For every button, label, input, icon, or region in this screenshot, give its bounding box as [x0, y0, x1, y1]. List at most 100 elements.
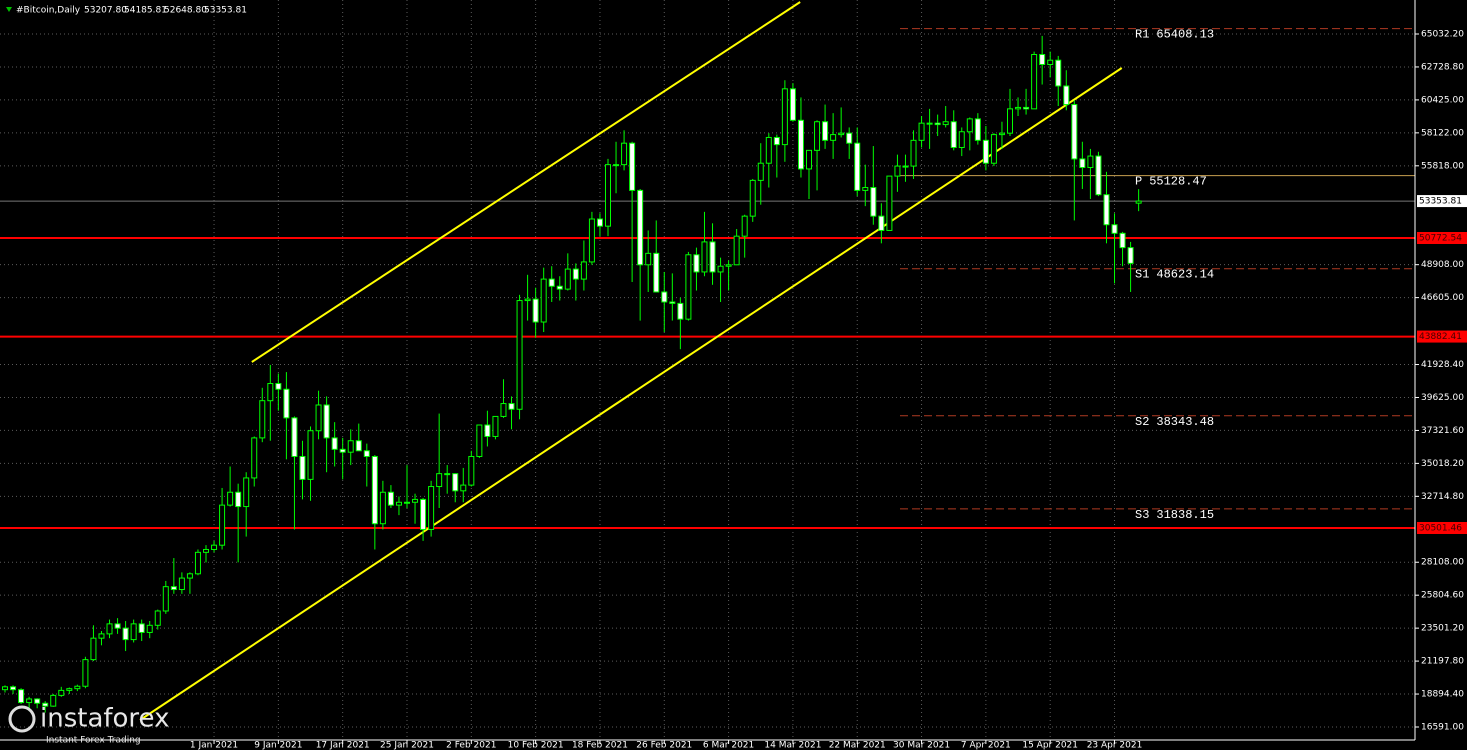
x-tick-label: 2 Feb 2021: [446, 741, 496, 750]
candle-body: [669, 301, 676, 304]
candle-body: [98, 633, 105, 639]
candle-body: [677, 302, 684, 320]
y-tick-label: 55818.00: [1421, 161, 1464, 171]
candle-body: [299, 455, 306, 480]
y-tick-label: 32714.80: [1421, 492, 1464, 502]
candle-body: [106, 623, 113, 635]
candle-body: [138, 623, 145, 633]
y-tick-label: 46605.00: [1421, 293, 1464, 303]
candle-body: [902, 165, 909, 168]
y-tick-label: 58122.00: [1421, 128, 1464, 138]
current-price-tag: [1417, 195, 1467, 208]
candle-body: [219, 504, 226, 546]
level-label: 50772.54: [1419, 233, 1462, 243]
candle-body: [18, 689, 25, 704]
pivot-label: P 55128.47: [1135, 175, 1207, 189]
y-tick-label: 18894.40: [1421, 690, 1464, 700]
candle-body: [90, 637, 97, 661]
candle-body: [476, 424, 483, 457]
candle-body: [251, 437, 258, 479]
pivot-value: 48623.14: [1156, 268, 1214, 282]
candle-body: [500, 403, 507, 417]
candle-body: [428, 486, 435, 530]
y-tick-label: 39625.00: [1421, 393, 1464, 403]
candle-body: [211, 544, 218, 550]
pivot-name: P: [1135, 175, 1142, 189]
candle-body: [10, 686, 17, 691]
candle-body: [524, 298, 531, 302]
candle-body: [436, 473, 443, 488]
candle-body: [170, 586, 177, 591]
candle-body: [910, 139, 917, 167]
candle-body: [1127, 247, 1134, 264]
candle-body: [1103, 194, 1110, 226]
candle-body: [162, 586, 169, 612]
candle-body: [1007, 108, 1013, 134]
candle-body: [347, 440, 354, 453]
candle-body: [323, 404, 330, 439]
symbol-icon: [6, 7, 12, 12]
candle-body: [757, 162, 764, 181]
candle-body: [556, 285, 563, 290]
x-tick-label: 30 Mar 2021: [893, 741, 950, 750]
candle-body: [645, 252, 652, 266]
y-tick-label: 21197.80: [1421, 657, 1464, 667]
candle-body: [717, 265, 724, 273]
candle-body: [814, 121, 821, 151]
candle-body: [444, 473, 451, 476]
candle-body: [982, 139, 989, 164]
candle-body: [283, 388, 290, 419]
candle-body: [404, 501, 410, 504]
candle-body: [709, 241, 716, 273]
candle-body: [613, 164, 620, 167]
pivot-value: 31838.15: [1156, 508, 1214, 522]
x-tick-label: 14 Mar 2021: [764, 741, 821, 750]
candle-body: [773, 136, 780, 146]
logo: instaforex Instant Forex Trading: [8, 704, 169, 746]
x-tick-label: 18 Feb 2021: [572, 741, 628, 750]
candle-body: [564, 268, 571, 290]
candle-body: [580, 261, 587, 280]
current-price-label: 53353.81: [1419, 197, 1462, 207]
candle-body: [966, 118, 973, 133]
y-tick-label: 25804.60: [1421, 591, 1464, 601]
candle-body: [870, 187, 877, 217]
candle-body: [82, 659, 89, 687]
y-tick-label: 65032.20: [1421, 30, 1464, 40]
candle-body: [878, 215, 885, 231]
ohlc-low: 52648.80: [164, 6, 207, 16]
candle-body: [516, 300, 523, 410]
candle-body: [492, 415, 499, 437]
candle-body: [926, 122, 933, 125]
x-tick-label: 10 Feb 2021: [508, 741, 564, 750]
x-tick-label: 26 Feb 2021: [636, 741, 692, 750]
candle-body: [387, 491, 394, 506]
candle-body: [355, 440, 362, 452]
x-tick-label: 15 Apr 2021: [1022, 741, 1078, 750]
candle-body: [749, 179, 756, 217]
candle-body: [2, 686, 8, 691]
candle-body: [862, 187, 869, 191]
candle-body: [797, 119, 804, 170]
candle-body: [854, 142, 861, 191]
candle-body: [508, 403, 515, 410]
candle-body: [822, 121, 829, 141]
candle-body: [789, 88, 796, 121]
candle-body: [1071, 104, 1078, 160]
pivot-name: S2: [1135, 415, 1149, 429]
candle-body: [1135, 200, 1142, 204]
candle-body: [918, 122, 925, 141]
candle-body: [468, 455, 475, 486]
candle-body: [685, 254, 692, 320]
level-tag: [1417, 231, 1467, 244]
candle-body: [950, 121, 957, 148]
candle-body: [701, 241, 708, 273]
candle-body: [267, 383, 274, 402]
candle-body: [178, 577, 185, 591]
candle-body: [990, 134, 997, 164]
candle-body: [605, 164, 611, 227]
candle-body: [1039, 53, 1046, 66]
candle-body: [291, 417, 298, 457]
candle-body: [42, 702, 49, 707]
candle-body: [894, 165, 901, 177]
